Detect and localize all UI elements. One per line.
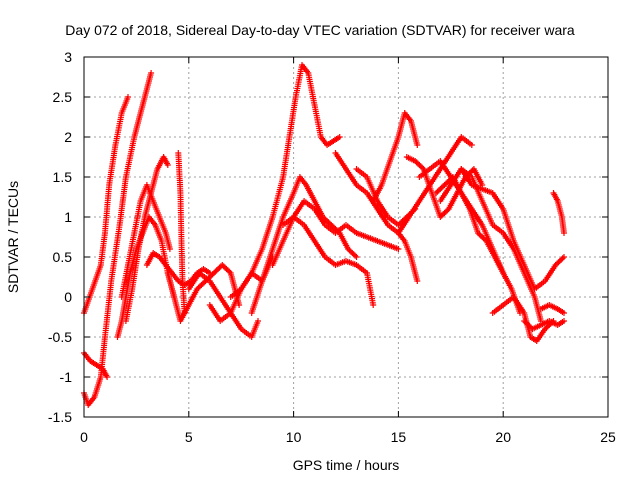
data-series-arc-12	[227, 62, 343, 300]
data-series-arc-20	[403, 154, 486, 220]
x-tick-label: 5	[185, 429, 193, 445]
data-series-arc-26	[521, 318, 567, 332]
data-series-arc-27	[537, 302, 567, 316]
x-tick-label: 25	[600, 429, 616, 445]
x-tick-label: 20	[495, 429, 511, 445]
x-tick-label: 10	[286, 429, 302, 445]
y-tick-label: 3	[64, 49, 72, 65]
data-series-arc-9	[164, 262, 243, 324]
y-axis-label: SDTVAR / TECUs	[5, 181, 21, 293]
data-points	[164, 262, 243, 324]
x-tick-label: 15	[391, 429, 407, 445]
data-points	[403, 154, 486, 220]
chart-title: Day 072 of 2018, Sidereal Day-to-day VTE…	[65, 22, 575, 38]
axis-ticks: 0 5 10 15 20 25 -1.5 -1 -0.5 0 0.5 1 1.5 2 2.5 3	[48, 49, 616, 445]
data-points	[370, 110, 421, 204]
data-series-arc-8	[175, 150, 188, 316]
data-points	[332, 150, 421, 284]
data-points	[122, 154, 171, 324]
data-points	[248, 174, 360, 316]
data-series-arc-18	[370, 110, 421, 204]
data-points	[185, 270, 261, 340]
data-points	[269, 198, 402, 268]
x-axis-label: GPS time / hours	[293, 457, 400, 473]
y-tick-label: -1.5	[48, 409, 72, 425]
data-points	[489, 294, 557, 344]
y-tick-label: 0	[64, 289, 72, 305]
y-tick-label: 2	[64, 129, 72, 145]
data-points	[458, 166, 567, 292]
data-series-arc-13	[248, 174, 360, 316]
y-tick-label: -1	[60, 369, 73, 385]
data-series-arc-16	[332, 150, 421, 284]
y-tick-label: 1	[64, 209, 72, 225]
data-points	[437, 166, 544, 324]
y-tick-label: 0.5	[53, 249, 73, 265]
data-points	[521, 318, 567, 332]
data-series-arc-25	[489, 294, 557, 344]
data-points	[175, 150, 188, 316]
data-series-arc-23	[437, 166, 544, 324]
data-series-arc-28	[550, 190, 567, 236]
data-series-arc-10	[185, 270, 261, 340]
data-series-arc-14	[269, 198, 402, 268]
data-points	[280, 214, 377, 308]
plot-frame	[83, 56, 609, 418]
y-tick-label: 1.5	[53, 169, 73, 185]
data-series-arc-24	[458, 166, 567, 292]
data-points	[537, 302, 567, 316]
y-tick-label: 2.5	[53, 89, 73, 105]
data-points	[550, 190, 567, 236]
x-tick-label: 0	[80, 429, 88, 445]
data-series-arc-6	[122, 154, 171, 324]
data-series-arc-15	[280, 214, 377, 308]
y-tick-label: -0.5	[48, 329, 72, 345]
data-points	[227, 62, 343, 300]
